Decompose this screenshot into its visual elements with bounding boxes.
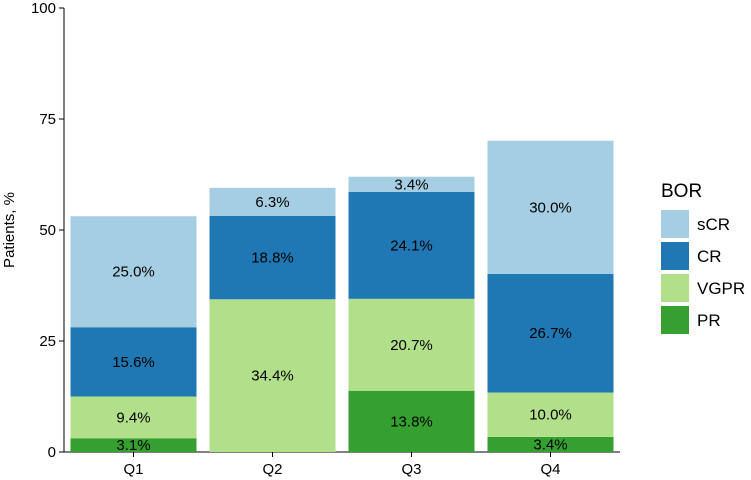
data-label: 3.1% <box>116 437 150 454</box>
bar-segment-cr-q3 <box>348 191 475 299</box>
bar-segment-vgpr-q3 <box>348 298 475 391</box>
legend-label-vgpr: VGPR <box>697 279 745 298</box>
y-tick-label: 75 <box>39 111 56 128</box>
bar-segment-scr-q2 <box>209 187 336 216</box>
y-tick-label: 100 <box>31 0 56 17</box>
bar-segment-vgpr-q4 <box>487 392 614 437</box>
axes: 0 25 50 75 100 Q1 Q2 Q3 Q4 Patients, % <box>1 0 620 478</box>
x-tick-label: Q2 <box>262 461 282 478</box>
bar-segment-pr-q4 <box>487 436 614 452</box>
data-label: 13.8% <box>390 413 433 430</box>
legend-swatch-scr <box>661 210 689 238</box>
data-label: 3.4% <box>394 176 428 193</box>
bar-segment-vgpr-q1 <box>70 396 197 439</box>
y-tick-label: 0 <box>48 444 56 461</box>
bar-segment-scr-q1 <box>70 216 197 328</box>
y-tick-label: 50 <box>39 222 56 239</box>
legend-label-scr: sCR <box>697 215 730 234</box>
legend: BOR sCR CR VGPR PR <box>661 181 745 334</box>
bar-segment-pr-q3 <box>348 390 475 452</box>
data-label: 3.4% <box>533 436 567 453</box>
legend-swatch-cr <box>661 242 689 270</box>
legend-title: BOR <box>661 181 702 202</box>
data-label: 6.3% <box>255 194 289 211</box>
data-label: 15.6% <box>112 354 155 371</box>
data-label: 25.0% <box>112 264 155 281</box>
data-label: 26.7% <box>529 325 572 342</box>
x-tick-label: Q4 <box>540 461 560 478</box>
bar-segment-cr-q4 <box>487 273 614 393</box>
legend-swatch-vgpr <box>661 274 689 302</box>
x-tick-label: Q1 <box>123 461 143 478</box>
bar-segment-scr-q4 <box>487 140 614 274</box>
legend-label-pr: PR <box>697 311 721 330</box>
data-label: 34.4% <box>251 368 294 385</box>
bar-segment-scr-q3 <box>348 176 475 192</box>
bar-segment-pr-q1 <box>70 438 197 452</box>
x-tick-label: Q3 <box>401 461 421 478</box>
bar-segment-cr-q1 <box>70 327 197 397</box>
data-label: 10.0% <box>529 407 572 424</box>
y-axis-label: Patients, % <box>1 192 18 268</box>
legend-label-cr: CR <box>697 247 722 266</box>
bar-segment-vgpr-q2 <box>209 299 336 452</box>
bar-segment-cr-q2 <box>209 215 336 300</box>
legend-swatch-pr <box>661 306 689 334</box>
data-label: 18.8% <box>251 250 294 267</box>
data-label: 9.4% <box>116 409 150 426</box>
data-label: 30.0% <box>529 199 572 216</box>
data-label: 24.1% <box>390 237 433 254</box>
y-tick-label: 25 <box>39 333 56 350</box>
bars: 3.1% 13.8% 3.4% 9.4% 34.4% 20.7% 10.0% 15.6% 18.… <box>70 140 614 454</box>
data-label: 20.7% <box>390 337 433 354</box>
